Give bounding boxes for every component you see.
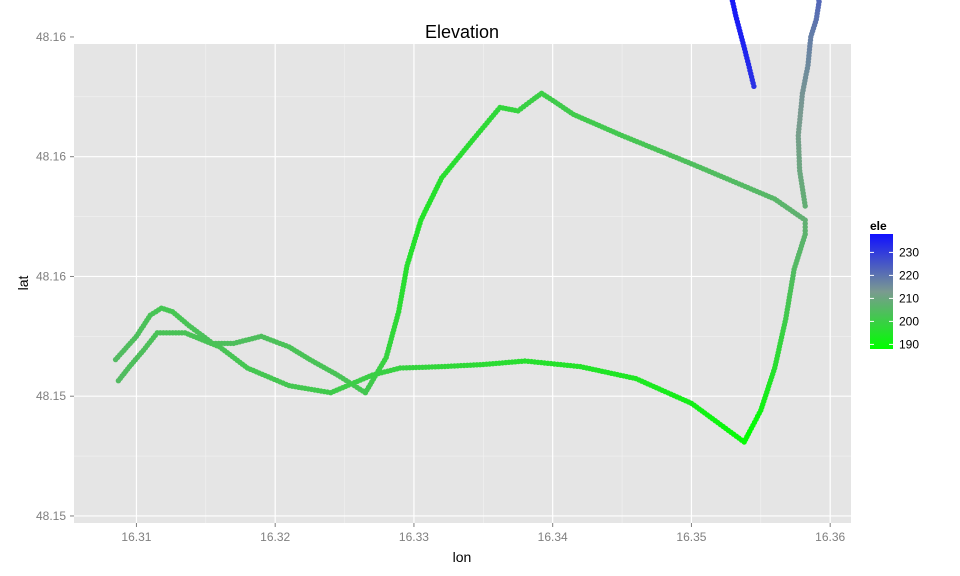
data-points (112, 0, 822, 445)
x-tick-label: 16.35 (676, 530, 706, 544)
major-grid (74, 36, 851, 523)
legend-title: ele (870, 219, 887, 233)
panel-background (74, 44, 851, 523)
track-point (751, 83, 757, 90)
y-tick-label: 48.16 (36, 269, 66, 283)
x-tick-label: 16.32 (260, 530, 290, 544)
x-tick-label: 16.33 (399, 530, 429, 544)
x-axis-ticks: 16.31 16.32 16.33 16.34 16.35 16.36 (121, 523, 846, 544)
track-point (815, 0, 821, 2)
y-axis-ticks: 48.15 48.15 48.16 48.16 48.16 (36, 30, 74, 523)
legend-tick-label: 200 (899, 314, 919, 328)
chart-title: Elevation (425, 22, 499, 42)
y-tick-label: 48.15 (36, 509, 66, 523)
legend-tick-label: 230 (899, 245, 919, 259)
legend-tick-label: 190 (899, 337, 919, 351)
legend-tick-label: 220 (899, 268, 919, 282)
legend-tick-label: 210 (899, 291, 919, 305)
x-tick-label: 16.31 (121, 530, 151, 544)
y-tick-label: 48.15 (36, 389, 66, 403)
x-axis-title: lon (453, 549, 472, 565)
x-tick-label: 16.34 (538, 530, 568, 544)
y-axis-title: lat (15, 276, 31, 291)
y-tick-label: 48.16 (36, 150, 66, 164)
legend-ticks: 190 200 210 220 230 (870, 245, 919, 351)
legend-colorbar (870, 234, 893, 349)
track-point (115, 378, 122, 384)
x-tick-label: 16.36 (815, 530, 845, 544)
y-tick-label: 48.16 (36, 30, 66, 44)
